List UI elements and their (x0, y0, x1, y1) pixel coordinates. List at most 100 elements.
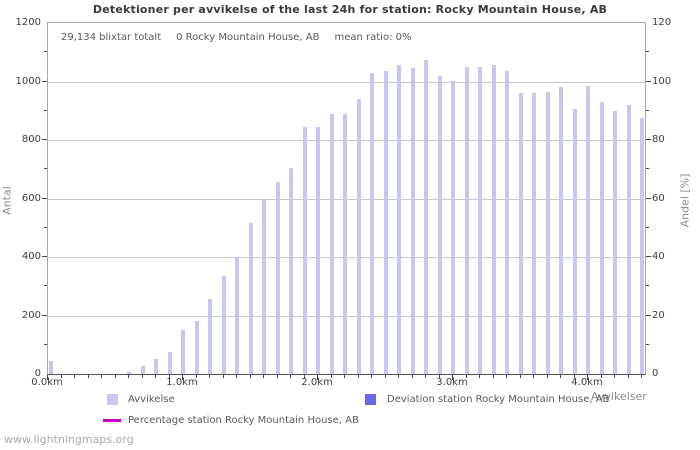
y-axis-tick-right (646, 344, 649, 345)
summary-mean-ratio: mean ratio: 0% (334, 32, 412, 43)
x-axis-tick (574, 375, 575, 378)
bar (154, 359, 158, 374)
bar (411, 68, 415, 374)
x-axis-tick-label: 4.0km (571, 377, 603, 388)
x-axis-tick (344, 375, 345, 378)
y-axis-tick-left (42, 81, 47, 82)
bar (249, 223, 253, 374)
legend-label-avvikelse: Avvikelse (128, 394, 175, 405)
gridline (48, 82, 645, 83)
legend-line-percentage (103, 419, 121, 422)
x-axis-tick (452, 375, 453, 380)
y-axis-tick-left (42, 198, 47, 199)
y-axis-tick-label-left: 1200 (15, 17, 41, 28)
y-axis-tick-left (42, 315, 47, 316)
bar (613, 111, 617, 374)
y-axis-tick-label-left: 200 (21, 310, 41, 321)
x-axis-tick (277, 375, 278, 378)
x-axis-tick (223, 375, 224, 378)
y-axis-tick-right (646, 110, 649, 111)
y-axis-tick-left (42, 139, 47, 140)
y-axis-tick-label-left: 1000 (15, 76, 41, 87)
bar (478, 67, 482, 374)
x-axis-tick (88, 375, 89, 378)
bar (235, 257, 239, 374)
y-axis-tick-left (42, 256, 47, 257)
x-axis-tick (236, 375, 237, 378)
bar (505, 71, 509, 374)
x-axis-tick (439, 375, 440, 378)
bar (492, 65, 496, 374)
x-axis-tick-label: 0.0km (31, 377, 63, 388)
x-axis-tick (196, 375, 197, 378)
y-axis-tick-left (44, 51, 47, 52)
bar (465, 67, 469, 374)
x-axis-tick (560, 375, 561, 378)
bar (208, 299, 212, 374)
legend-label-percentage: Percentage station Rocky Mountain House,… (128, 415, 359, 426)
bar (181, 330, 185, 374)
bar (559, 87, 563, 374)
y-axis-tick-label-left: 0 (34, 368, 41, 379)
y-axis-tick-label-right: 0 (652, 368, 659, 379)
x-axis-tick (142, 375, 143, 378)
x-axis-tick (47, 375, 48, 380)
bar (168, 352, 172, 374)
x-axis-tick-label: 2.0km (301, 377, 333, 388)
summary-total: 29,134 blixtar totalt (61, 32, 162, 43)
bar (316, 127, 320, 374)
y-axis-tick-left (44, 110, 47, 111)
y-axis-tick-left (44, 227, 47, 228)
x-axis-tick (479, 375, 480, 378)
x-axis-tick (331, 375, 332, 378)
bar (357, 99, 361, 374)
x-axis-tick (493, 375, 494, 378)
y-axis-tick-label-left: 600 (21, 193, 41, 204)
y-axis-tick-left (44, 285, 47, 286)
x-axis-tick-label: 3.0km (436, 377, 468, 388)
legend-label-deviation: Deviation station Rocky Mountain House, … (387, 394, 610, 405)
bar (195, 321, 199, 374)
x-axis-tick (628, 375, 629, 378)
y-axis-tick-label-right: 40 (652, 251, 665, 262)
bar (640, 118, 644, 374)
bar (343, 114, 347, 374)
bar (384, 71, 388, 374)
bar (303, 127, 307, 374)
x-axis-tick (250, 375, 251, 378)
x-axis-tick (425, 375, 426, 378)
bar (330, 114, 334, 374)
x-axis-tick (101, 375, 102, 378)
x-axis-tick (61, 375, 62, 378)
x-axis-title: Avvikelser (591, 390, 647, 403)
bar (546, 92, 550, 374)
y-axis-tick-label-left: 400 (21, 251, 41, 262)
bar (451, 81, 455, 374)
x-axis-tick (128, 375, 129, 378)
y-axis-tick-right (646, 168, 649, 169)
x-axis-tick (115, 375, 116, 378)
x-axis-tick (547, 375, 548, 378)
y-axis-tick-label-left: 800 (21, 134, 41, 145)
bar (438, 76, 442, 374)
bar (586, 86, 590, 374)
bar (49, 361, 53, 374)
y-axis-tick-right (646, 198, 651, 199)
summary-line: 29,134 blixtar totalt 0 Rocky Mountain H… (61, 32, 412, 43)
y-axis-tick-right (646, 315, 651, 316)
summary-station: 0 Rocky Mountain House, AB (176, 32, 320, 43)
x-axis-tick-label: 1.0km (166, 377, 198, 388)
x-axis-tick (169, 375, 170, 378)
x-axis-tick (520, 375, 521, 378)
plot-area: 29,134 blixtar totalt 0 Rocky Mountain H… (47, 22, 646, 375)
bar (519, 93, 523, 374)
bar (573, 109, 577, 374)
y-axis-tick-label-right: 20 (652, 310, 665, 321)
y-axis-tick-label-right: 120 (652, 17, 672, 28)
y-axis-tick-right (646, 256, 651, 257)
legend-swatch-avvikelse (107, 394, 118, 405)
x-axis-tick (385, 375, 386, 378)
y-axis-tick-label-right: 60 (652, 193, 665, 204)
bar (276, 182, 280, 374)
